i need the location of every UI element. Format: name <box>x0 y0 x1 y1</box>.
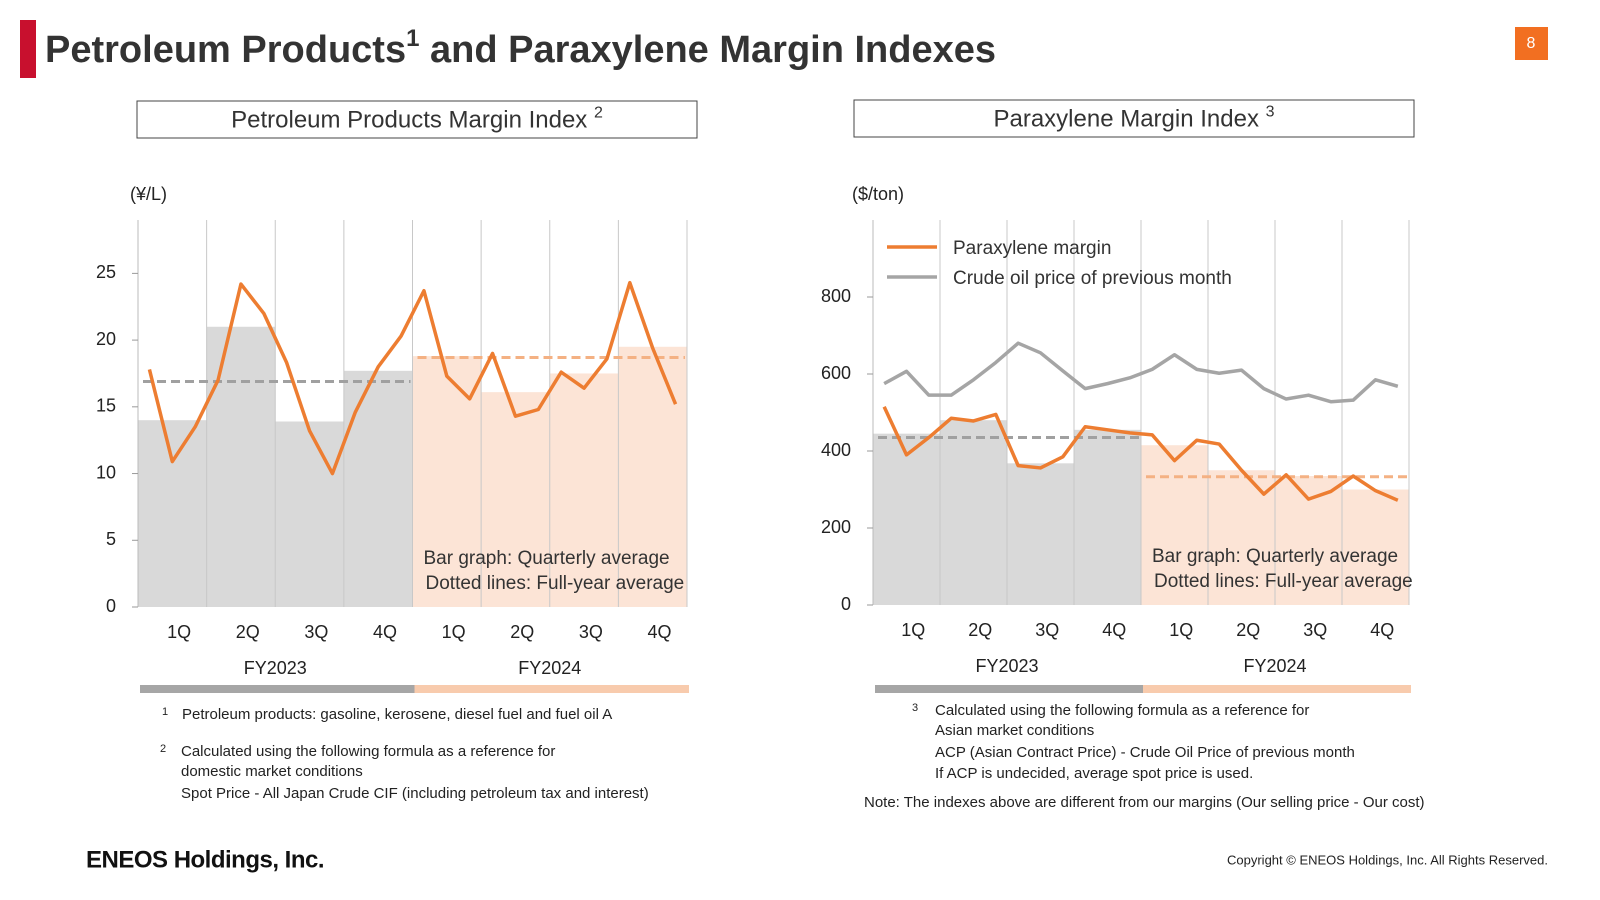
footnote: Petroleum products: gasoline, kerosene, … <box>182 706 612 723</box>
footnote: Asian market conditions <box>935 722 1094 739</box>
footnote: Calculated using the following formula a… <box>935 702 1309 719</box>
x-tick-label: 3Q <box>1035 620 1059 640</box>
y-tick-label: 20 <box>96 329 116 349</box>
logo: ENEOS Holdings, Inc. <box>86 846 324 873</box>
group-band <box>875 685 1143 693</box>
annotation: Bar graph: Quarterly average <box>424 548 670 569</box>
annotation: Dotted lines: Full-year average <box>426 573 685 594</box>
annotation: Dotted lines: Full-year average <box>1154 571 1413 592</box>
x-tick-label: 1Q <box>442 622 466 642</box>
title-accent <box>20 20 36 78</box>
title-text: Petroleum Products <box>45 29 406 71</box>
bar <box>481 392 550 607</box>
y-tick-label: 400 <box>821 440 851 460</box>
footnote: Calculated using the following formula a… <box>181 743 555 760</box>
x-tick-label: 3Q <box>304 622 328 642</box>
bar <box>940 420 1007 605</box>
x-tick-label: 4Q <box>373 622 397 642</box>
line <box>882 405 1399 502</box>
bar <box>873 433 940 605</box>
line <box>883 341 1399 404</box>
x-tick-label: 3Q <box>579 622 603 642</box>
x-tick-label: 2Q <box>968 620 992 640</box>
group-label: FY2023 <box>975 656 1038 676</box>
bar <box>275 421 344 607</box>
y-tick-label: 25 <box>96 262 116 282</box>
copyright: Copyright © ENEOS Holdings, Inc. All Rig… <box>1227 852 1548 867</box>
bar <box>1342 489 1409 605</box>
y-tick-label: 10 <box>96 462 116 482</box>
bar <box>206 326 276 607</box>
y-tick-label: 800 <box>821 286 851 306</box>
group-label: FY2024 <box>1243 656 1306 676</box>
y-axis-unit: (¥/L) <box>130 184 167 204</box>
group-label: FY2023 <box>244 658 307 678</box>
chart-title-note: 3 <box>1266 104 1275 121</box>
y-tick-label: 0 <box>841 594 851 614</box>
group-band <box>1143 685 1411 693</box>
footnote: Spot Price - All Japan Crude CIF (includ… <box>181 785 649 802</box>
footnote-mark: 1 <box>162 706 168 718</box>
title-note: 1 <box>406 25 419 52</box>
chart-title-box <box>136 100 698 139</box>
footnote: If ACP is undecided, average spot price … <box>935 765 1253 782</box>
x-tick-label: 4Q <box>1370 620 1394 640</box>
footnote: ACP (Asian Contract Price) - Crude Oil P… <box>935 744 1355 761</box>
x-tick-label: 3Q <box>1303 620 1327 640</box>
x-tick-label: 4Q <box>1102 620 1126 640</box>
x-tick-label: 1Q <box>167 622 191 642</box>
y-axis-unit: ($/ton) <box>852 184 904 204</box>
legend-label: Paraxylene margin <box>953 238 1111 259</box>
chart-title: Petroleum Products Margin Index 2 <box>231 105 603 134</box>
group-band <box>140 685 415 693</box>
y-tick-label: 200 <box>821 517 851 537</box>
group-band <box>414 685 689 693</box>
x-tick-label: 1Q <box>901 620 925 640</box>
chart-title-note: 2 <box>594 105 603 122</box>
slide-title: Petroleum Products1 and Paraxylene Margi… <box>45 25 996 71</box>
x-tick-label: 2Q <box>1236 620 1260 640</box>
bar <box>618 346 687 607</box>
y-tick-label: 0 <box>106 596 116 616</box>
line <box>147 280 678 476</box>
footnote: domestic market conditions <box>181 763 363 780</box>
title-text: and Paraxylene Margin Indexes <box>419 29 996 71</box>
chart-title-text: Petroleum Products Margin Index <box>231 107 587 134</box>
y-tick-label: 600 <box>821 363 851 383</box>
legend-label: Crude oil price of previous month <box>953 268 1232 289</box>
bar <box>1074 429 1141 605</box>
note: Note: The indexes above are different fr… <box>864 794 1425 811</box>
page-badge <box>1515 27 1548 60</box>
chart-title-text: Paraxylene Margin Index <box>993 106 1258 133</box>
chart-title: Paraxylene Margin Index 3 <box>993 104 1274 133</box>
x-tick-label: 2Q <box>510 622 534 642</box>
footnote-mark: 2 <box>160 743 166 755</box>
bar <box>1141 445 1208 605</box>
page-number: 8 <box>1527 35 1536 52</box>
annotation: Bar graph: Quarterly average <box>1152 546 1398 567</box>
bar <box>549 373 619 607</box>
x-tick-label: 2Q <box>236 622 260 642</box>
bar <box>343 370 413 607</box>
bar <box>1007 463 1074 605</box>
chart-title-box <box>853 99 1415 138</box>
bar <box>138 420 207 607</box>
y-tick-label: 5 <box>106 529 116 549</box>
footnote-mark: 3 <box>912 702 918 714</box>
group-label: FY2024 <box>518 658 581 678</box>
y-tick-label: 15 <box>96 396 116 416</box>
x-tick-label: 4Q <box>648 622 672 642</box>
x-tick-label: 1Q <box>1169 620 1193 640</box>
